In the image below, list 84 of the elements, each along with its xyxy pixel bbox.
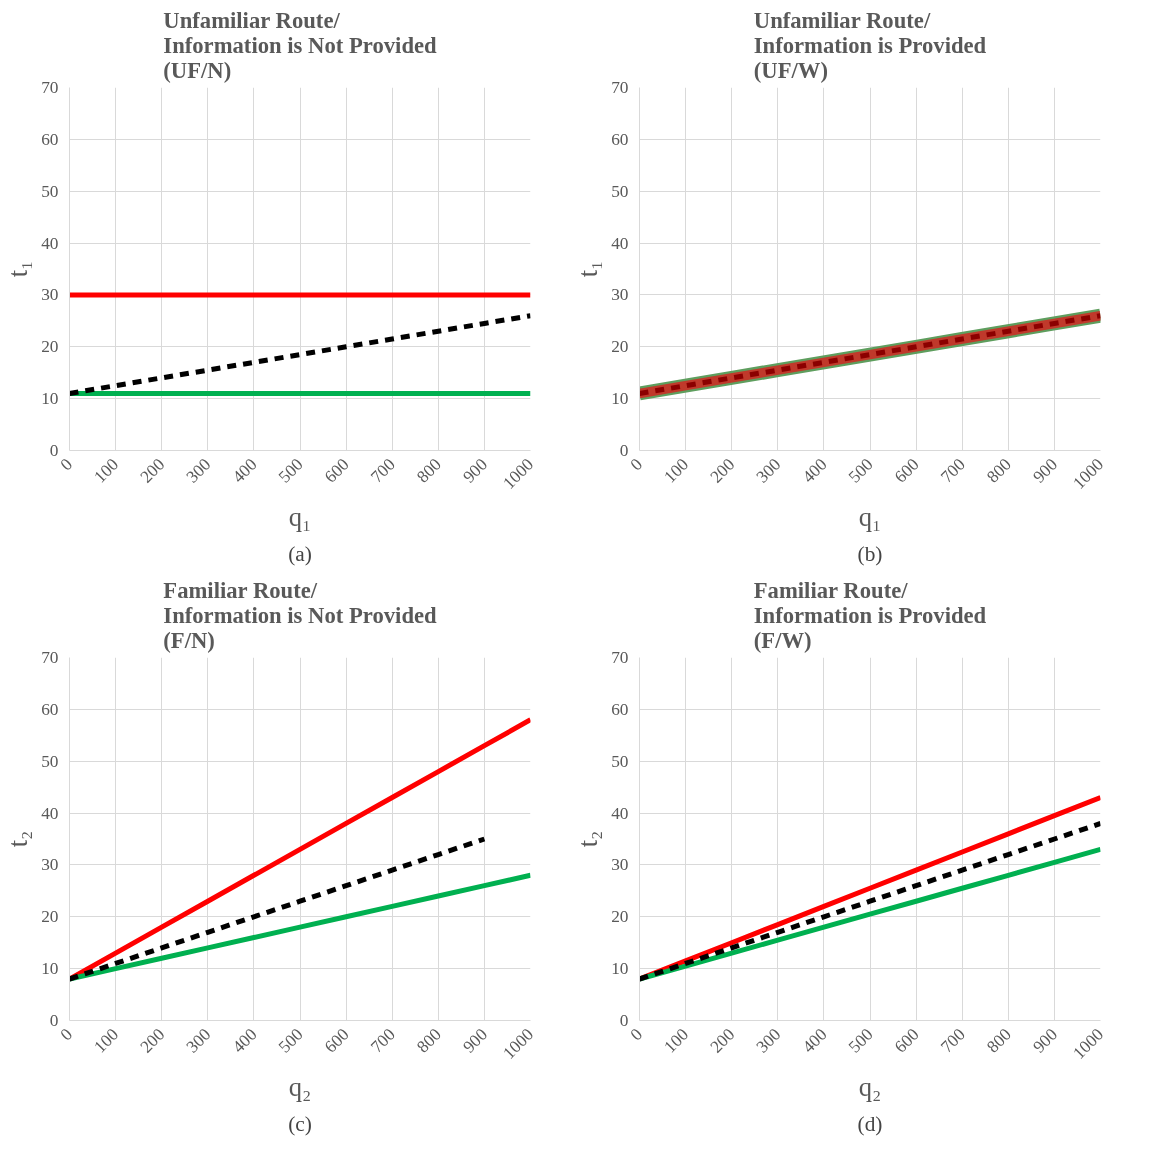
x-tick-label: 200 <box>706 1024 739 1057</box>
x-axis-title: q₁ <box>288 501 312 532</box>
x-tick-label: 200 <box>136 1024 169 1057</box>
y-tick-label: 10 <box>41 389 59 409</box>
x-tick-label: 900 <box>459 1024 492 1057</box>
y-axis-title: t₁ <box>3 260 34 278</box>
y-tick-label: 10 <box>611 389 629 409</box>
y-tick-label: 70 <box>41 78 59 97</box>
y-axis-title: t₂ <box>3 830 34 848</box>
y-tick-label: 50 <box>41 181 59 201</box>
y-axis-title: t₁ <box>573 260 604 278</box>
y-tick-label: 60 <box>41 699 59 719</box>
x-tick-label: 300 <box>182 1024 215 1057</box>
x-tick-label: 500 <box>844 454 877 487</box>
x-tick-label: 600 <box>891 1024 923 1057</box>
x-tick-label: 700 <box>367 454 399 487</box>
y-tick-label: 70 <box>611 78 629 97</box>
chart-title: Familiar Route/ Information is Not Provided (F/N) <box>163 577 438 653</box>
x-axis-title: q₂ <box>858 1071 882 1102</box>
x-axis-title: q₁ <box>858 501 882 532</box>
y-tick-label: 0 <box>619 441 629 460</box>
chart-title: Familiar Route/ Information is Provided (F/W) <box>753 577 987 653</box>
x-tick-label: 500 <box>274 454 307 487</box>
y-tick-label: 0 <box>49 1011 59 1030</box>
y-tick-label: 40 <box>611 233 629 253</box>
x-tick-label: 600 <box>891 454 923 487</box>
x-tick-label: 100 <box>660 454 693 487</box>
y-tick-label: 40 <box>611 803 629 823</box>
text: (b) <box>857 541 883 566</box>
y-axis-title: t₂ <box>573 830 604 848</box>
x-tick-label: 100 <box>90 454 123 487</box>
x-tick-label: 500 <box>274 1024 307 1057</box>
x-axis-title: q₂ <box>288 1071 312 1102</box>
chart-title: Unfamiliar Route/ Information is Provided (UF/W) <box>753 7 987 83</box>
y-tick-label: 60 <box>611 129 629 149</box>
y-tick-label: 40 <box>41 233 59 253</box>
y-tick-label: 0 <box>619 1011 629 1030</box>
x-tick-label: 800 <box>983 454 1016 487</box>
x-tick-label: 900 <box>459 454 492 487</box>
text: (d) <box>857 1111 883 1136</box>
x-tick-label: 900 <box>1029 1024 1062 1057</box>
x-tick-label: 700 <box>367 1024 399 1057</box>
x-tick-label: 200 <box>706 454 739 487</box>
text: (a) <box>288 541 312 566</box>
x-tick-label: 700 <box>937 454 969 487</box>
y-tick-label: 60 <box>611 699 629 719</box>
x-tick-label: 800 <box>413 1024 446 1057</box>
y-tick-label: 30 <box>611 285 629 305</box>
chart-title: Unfamiliar Route/ Information is Not Provided (UF/N) <box>163 7 438 83</box>
x-tick-label: 900 <box>1029 454 1062 487</box>
y-tick-label: 50 <box>41 751 59 771</box>
y-tick-label: 30 <box>41 285 59 305</box>
x-tick-label: 100 <box>660 1024 693 1057</box>
y-tick-label: 10 <box>611 959 629 979</box>
y-tick-label: 0 <box>49 441 59 460</box>
y-tick-label: 60 <box>41 129 59 149</box>
x-tick-label: 300 <box>752 1024 785 1057</box>
x-tick-label: 400 <box>228 454 261 487</box>
y-tick-label: 30 <box>611 855 629 875</box>
y-tick-label: 20 <box>611 337 629 357</box>
x-tick-label: 600 <box>321 454 353 487</box>
x-tick-label: 400 <box>798 454 831 487</box>
y-tick-label: 20 <box>41 337 59 357</box>
x-tick-label: 600 <box>321 1024 353 1057</box>
x-tick-label: 300 <box>752 454 785 487</box>
x-tick-label: 400 <box>798 1024 831 1057</box>
x-tick-label: 200 <box>136 454 169 487</box>
x-tick-label: 300 <box>182 454 215 487</box>
y-tick-label: 50 <box>611 751 629 771</box>
y-tick-label: 20 <box>41 907 59 927</box>
y-tick-label: 40 <box>41 803 59 823</box>
x-tick-label: 400 <box>228 1024 261 1057</box>
y-tick-label: 70 <box>611 648 629 667</box>
y-tick-label: 30 <box>41 855 59 875</box>
y-tick-label: 50 <box>611 181 629 201</box>
x-tick-label: 800 <box>413 454 446 487</box>
y-tick-label: 20 <box>611 907 629 927</box>
x-tick-label: 800 <box>983 1024 1016 1057</box>
y-tick-label: 70 <box>41 648 59 667</box>
y-tick-label: 10 <box>41 959 59 979</box>
x-tick-label: 500 <box>844 1024 877 1057</box>
text: (c) <box>288 1111 312 1136</box>
x-tick-label: 100 <box>90 1024 123 1057</box>
x-tick-label: 700 <box>937 1024 969 1057</box>
